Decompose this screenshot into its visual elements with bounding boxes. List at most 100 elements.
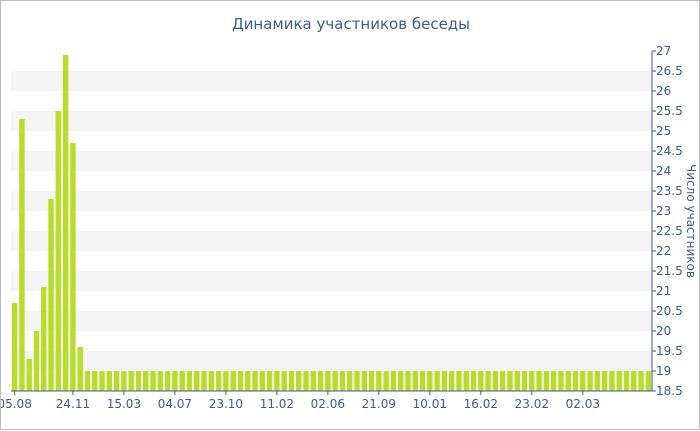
bar bbox=[303, 371, 309, 391]
bar bbox=[295, 371, 302, 391]
bar bbox=[536, 371, 542, 391]
bar bbox=[616, 371, 622, 391]
bar bbox=[281, 371, 287, 391]
y-tick-label: 27 bbox=[656, 44, 671, 58]
bar bbox=[419, 371, 426, 391]
bar bbox=[325, 371, 331, 391]
bar bbox=[84, 371, 91, 391]
bar bbox=[150, 371, 156, 391]
bar bbox=[41, 287, 47, 391]
bar bbox=[346, 371, 353, 391]
bar bbox=[368, 371, 375, 391]
x-tick-label: 02.06 bbox=[311, 397, 345, 411]
bar bbox=[456, 371, 462, 391]
grid-band bbox=[11, 271, 652, 291]
bar bbox=[339, 371, 346, 391]
bar bbox=[48, 199, 54, 391]
bar bbox=[397, 371, 404, 391]
y-tick-label: 25 bbox=[656, 124, 671, 138]
bar bbox=[33, 331, 40, 391]
bar bbox=[121, 371, 127, 391]
x-tick-label: 04.07 bbox=[158, 397, 192, 411]
y-tick-labels: 18.5 19 19.5 20 20.5 21 21.5 22 22.5 23 23.5 24 24.5… bbox=[656, 44, 683, 398]
bar bbox=[507, 371, 513, 391]
y-tick-label: 24 bbox=[656, 164, 671, 178]
grid-band bbox=[11, 231, 652, 251]
bar bbox=[587, 371, 593, 391]
bar bbox=[99, 371, 105, 391]
bar bbox=[550, 371, 557, 391]
y-tick-label: 23 bbox=[656, 204, 671, 218]
bar bbox=[215, 371, 222, 391]
bar bbox=[463, 371, 469, 391]
y-tick-label: 18.5 bbox=[656, 384, 683, 398]
bar bbox=[237, 371, 244, 391]
bar bbox=[11, 303, 18, 391]
axes bbox=[11, 50, 656, 395]
bar bbox=[565, 371, 571, 391]
x-tick-label: 24.11 bbox=[56, 397, 90, 411]
x-tick-label: 23.10 bbox=[209, 397, 243, 411]
bar bbox=[543, 371, 550, 391]
bar bbox=[223, 371, 229, 391]
grid-band bbox=[11, 151, 652, 171]
bar bbox=[485, 371, 491, 391]
grid-band bbox=[11, 191, 652, 211]
bar bbox=[113, 371, 120, 391]
bar bbox=[492, 371, 499, 391]
bar bbox=[412, 371, 418, 391]
y-tick-label: 23.5 bbox=[656, 184, 683, 198]
bar bbox=[92, 371, 98, 391]
bar bbox=[164, 371, 171, 391]
bar bbox=[558, 371, 564, 391]
bar bbox=[70, 143, 76, 391]
bar bbox=[470, 371, 477, 391]
bar bbox=[135, 371, 142, 391]
bar bbox=[427, 371, 433, 391]
y-tick-label: 21 bbox=[656, 284, 671, 298]
bar bbox=[208, 371, 215, 391]
bar bbox=[106, 371, 113, 391]
bar bbox=[143, 371, 149, 391]
bar bbox=[157, 371, 164, 391]
y-tick-label: 22 bbox=[656, 244, 671, 258]
y-tick-label: 21.5 bbox=[656, 264, 683, 278]
grid-band bbox=[11, 311, 652, 331]
bar bbox=[376, 371, 382, 391]
bar bbox=[521, 371, 528, 391]
bar bbox=[623, 371, 630, 391]
x-tick-label: 21.09 bbox=[362, 397, 396, 411]
bar bbox=[201, 371, 207, 391]
bar bbox=[252, 371, 258, 391]
x-tick-label: 05.08 bbox=[1, 397, 32, 411]
bar bbox=[77, 347, 83, 391]
bar bbox=[310, 371, 317, 391]
x-tick-label: 16.02 bbox=[464, 397, 498, 411]
bar bbox=[631, 371, 637, 391]
bar bbox=[448, 371, 455, 391]
bar bbox=[194, 371, 200, 391]
bar bbox=[405, 371, 411, 391]
bar bbox=[580, 371, 586, 391]
bar bbox=[128, 371, 134, 391]
bar bbox=[332, 371, 338, 391]
x-tick-label: 10.01 bbox=[413, 397, 447, 411]
y-tick-label: 19.5 bbox=[656, 344, 683, 358]
bar bbox=[230, 371, 236, 391]
bars bbox=[11, 55, 652, 391]
bar bbox=[179, 371, 185, 391]
y-tick-label: 20 bbox=[656, 324, 671, 338]
y-tick-label: 26 bbox=[656, 84, 671, 98]
bar bbox=[361, 371, 368, 391]
bar bbox=[601, 371, 608, 391]
bar bbox=[26, 359, 32, 391]
x-tick-label: 02.03 bbox=[566, 397, 600, 411]
bar bbox=[609, 371, 615, 391]
bar bbox=[499, 371, 506, 391]
bar bbox=[172, 371, 178, 391]
bar bbox=[55, 111, 62, 391]
bar bbox=[274, 371, 280, 391]
bar bbox=[186, 371, 193, 391]
